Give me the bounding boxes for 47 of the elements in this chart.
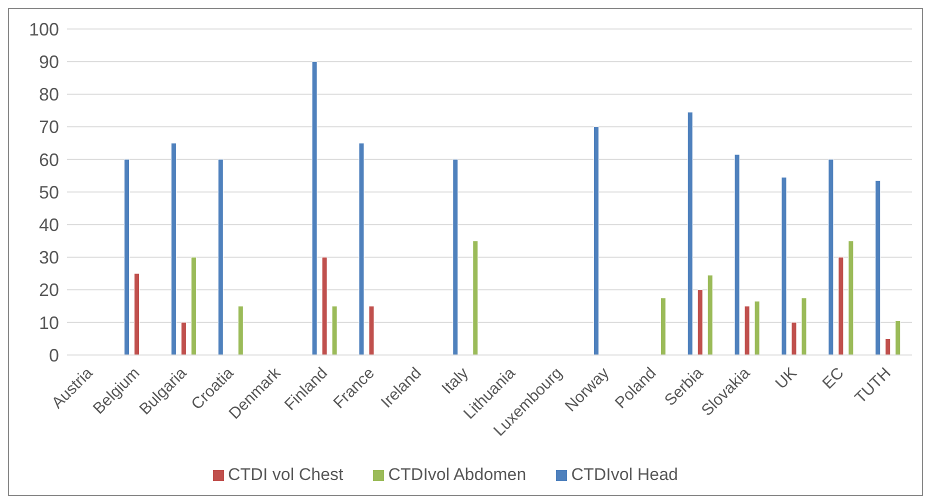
bar: [312, 61, 318, 355]
bar: [134, 273, 140, 355]
y-tick-label: 20: [38, 280, 59, 300]
legend-label: CTDIvol Head: [571, 465, 678, 484]
bar: [452, 159, 458, 355]
bar: [781, 177, 787, 355]
bar: [697, 290, 703, 355]
x-tick-label: EC: [820, 364, 848, 393]
bar: [791, 322, 797, 355]
bar: [707, 274, 713, 355]
bar: [754, 300, 760, 355]
y-tick-label: 50: [38, 182, 59, 202]
bar: [744, 306, 750, 355]
y-tick-label: 0: [48, 345, 59, 366]
bar: [238, 306, 244, 355]
legend-label: CTDIvol Abdomen: [388, 465, 526, 484]
y-tick-label: 40: [38, 214, 59, 235]
bar: [180, 322, 186, 355]
legend-label: CTDI vol Chest: [228, 465, 344, 484]
bar: [848, 240, 854, 355]
bar: [358, 142, 364, 355]
bar: [838, 256, 844, 355]
bar: [885, 338, 891, 355]
bar: [687, 112, 693, 355]
x-tick-label: UK: [772, 364, 801, 393]
y-tick-label: 30: [38, 248, 59, 268]
bar: [322, 256, 328, 355]
y-tick-label: 80: [38, 84, 59, 105]
y-tick-label: 70: [38, 117, 59, 138]
y-tick-label: 10: [38, 312, 59, 333]
bar: [190, 256, 196, 355]
bar: [472, 240, 478, 355]
y-tick-label: 60: [38, 150, 59, 170]
y-tick-label: 100: [28, 19, 59, 40]
bar: [368, 306, 374, 355]
bar: [593, 126, 599, 355]
bar: [801, 298, 807, 355]
bar: [875, 180, 881, 355]
y-tick-label: 90: [38, 52, 59, 72]
bar: [332, 306, 338, 355]
bar: [124, 159, 130, 355]
bar: [218, 159, 224, 355]
bar: [170, 142, 176, 355]
bar: [828, 159, 834, 355]
bar: [660, 298, 666, 355]
bar: [895, 320, 901, 355]
bar: [734, 154, 740, 355]
